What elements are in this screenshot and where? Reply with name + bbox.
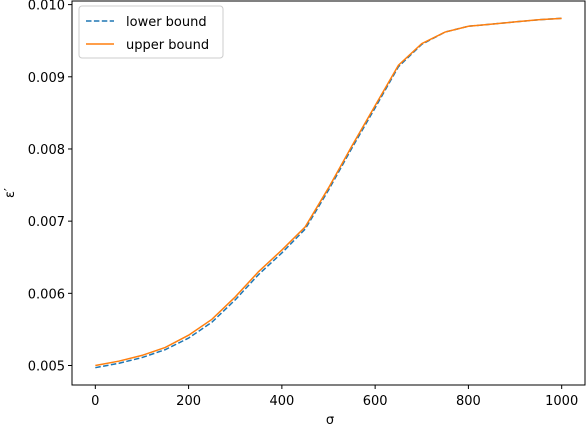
y-tick-label: 0.005 — [28, 360, 65, 375]
x-tick-label: 1000 — [545, 394, 578, 409]
y-tick-label: 0.007 — [28, 215, 65, 230]
x-tick-label: 800 — [456, 394, 481, 409]
data-line — [95, 17, 562, 369]
x-axis-label: σ — [326, 413, 334, 424]
y-tick-label: 0.006 — [28, 287, 65, 302]
y-tick-label: 0.010 — [28, 0, 65, 14]
data-line — [95, 17, 562, 367]
legend-label: upper bound — [126, 38, 209, 53]
y-axis-label: ε′ — [3, 188, 18, 198]
axes-frame — [71, 0, 586, 386]
y-tick-label: 0.009 — [28, 71, 65, 86]
x-tick-label: 0 — [91, 394, 99, 409]
legend-box — [78, 5, 224, 59]
x-tick-label: 200 — [176, 394, 201, 409]
x-tick-label: 600 — [363, 394, 388, 409]
y-tick-label: 0.008 — [28, 143, 65, 158]
x-tick-label: 400 — [269, 394, 294, 409]
legend-label: lower bound — [126, 15, 207, 30]
